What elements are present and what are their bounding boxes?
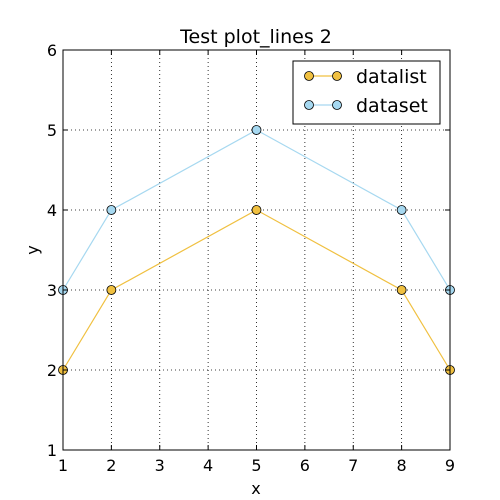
data-point-datalist [106, 285, 117, 295]
y-tick-label: 3 [47, 281, 57, 300]
y-tick-label: 1 [47, 441, 57, 460]
data-point-datalist [251, 205, 262, 215]
axis-ticks: 1 2 3 4 5 6 7 8 9 1 2 3 4 5 6 [47, 41, 455, 475]
y-axis-label: y [23, 245, 42, 254]
data-point-datalist [396, 285, 407, 295]
x-tick-label: 5 [251, 456, 261, 475]
legend: datalist dataset [292, 60, 441, 125]
x-tick-label: 9 [445, 456, 455, 475]
x-tick-label: 4 [203, 456, 213, 475]
data-point-dataset [251, 125, 262, 135]
x-tick-label: 8 [397, 456, 407, 475]
grid [63, 50, 450, 450]
legend-box [292, 60, 441, 125]
legend-marker-datalist-right [332, 71, 342, 81]
data-point-dataset [396, 205, 407, 215]
x-tick-label: 6 [300, 456, 310, 475]
legend-label-datalist: datalist [356, 66, 427, 88]
legend-marker-datalist-left [304, 71, 314, 81]
y-tick-label: 4 [47, 201, 57, 220]
legend-label-dataset: dataset [356, 95, 428, 117]
chart-title: Test plot_lines 2 [179, 26, 332, 48]
x-tick-label: 3 [155, 456, 165, 475]
data-point-dataset [106, 205, 117, 215]
y-tick-label: 6 [47, 41, 57, 60]
y-tick-label: 2 [47, 361, 57, 380]
x-tick-label: 1 [58, 456, 68, 475]
x-axis-label: x [251, 479, 260, 498]
legend-marker-dataset-left [304, 100, 314, 110]
legend-marker-dataset-right [332, 100, 342, 110]
y-tick-label: 5 [47, 121, 57, 140]
x-tick-label: 7 [348, 456, 358, 475]
x-tick-label: 2 [106, 456, 116, 475]
